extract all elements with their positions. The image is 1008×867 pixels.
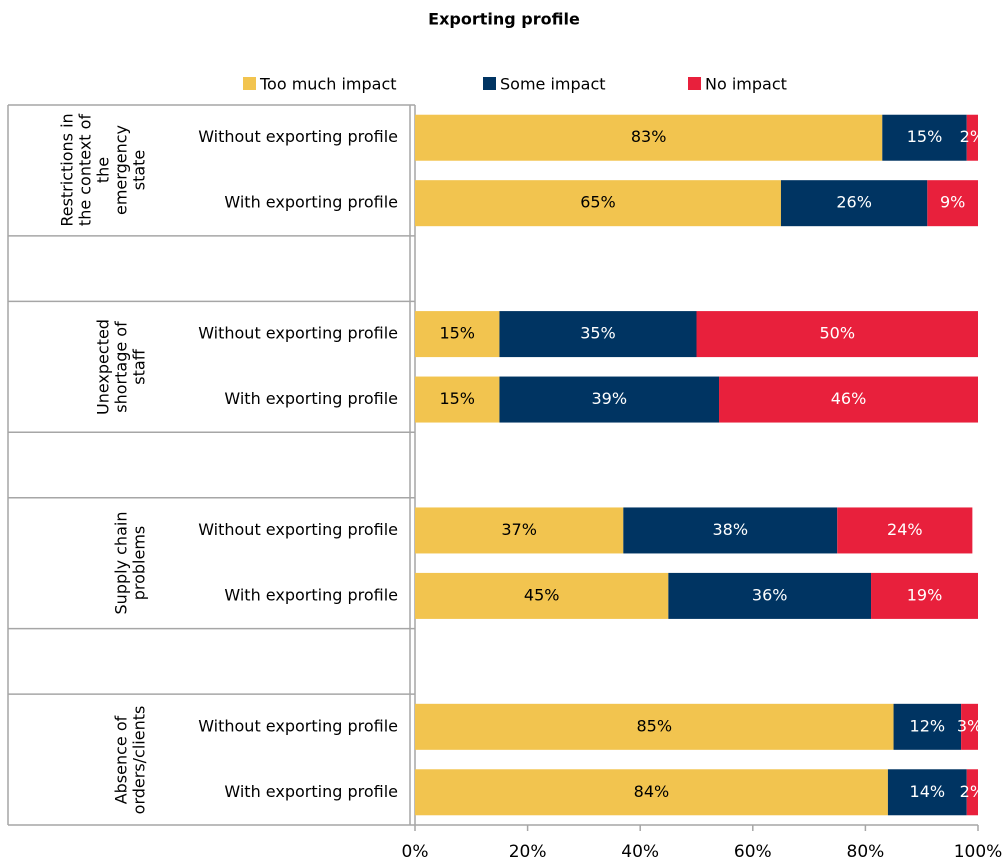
value-label: 12% [910,716,946,735]
x-tick-label: 80% [847,842,885,862]
x-tick-label: 40% [621,842,659,862]
value-label: 36% [752,585,788,604]
group-label-text: Unexpected shortage of staff [92,318,148,415]
bar-segment [415,703,894,750]
y-tick-label: Without exporting profile [198,716,398,735]
value-label: 65% [580,193,616,212]
bar-segment [415,114,883,161]
group-label-text: Restrictions in the context of the emerg… [56,113,148,228]
bar-segment [961,703,978,750]
bar-segment [719,376,978,423]
group-label: Unexpected shortage of staff [12,308,148,425]
y-tick-label: With exporting profile [224,585,398,604]
bar-segment [415,572,669,619]
x-tick-label: 0% [402,842,429,862]
bar-segment [415,180,781,227]
bar-segment [415,769,888,816]
bar-segment [499,376,720,423]
value-label: 24% [887,520,923,539]
bar-segment [415,376,500,423]
bar-segment [966,769,978,816]
bar-segment [780,180,928,227]
value-label: 15% [439,324,475,343]
bar-segment [696,311,978,358]
value-label: 14% [910,782,946,801]
value-label: 37% [501,520,537,539]
value-label: 46% [831,389,867,408]
bar-segment [927,180,978,227]
bar-segment [887,769,967,816]
y-tick-label: Without exporting profile [198,127,398,146]
value-label: 39% [591,389,627,408]
bar-segment [966,114,978,161]
bar-segment [882,114,967,161]
x-tick-label: 100% [954,842,1003,862]
value-label: 26% [836,193,872,212]
value-label: 85% [636,716,672,735]
value-label: 35% [580,324,616,343]
legend-label: No impact [705,75,787,94]
legend-swatch [243,77,256,90]
x-tick-label: 60% [734,842,772,862]
y-tick-label: With exporting profile [224,782,398,801]
value-label: 38% [712,520,748,539]
bar-segment [415,507,624,554]
y-tick-label: With exporting profile [224,389,398,408]
value-label: 2% [960,127,985,146]
value-label: 19% [907,585,943,604]
group-label-text: Absence of orders/clients [110,705,148,814]
bar-segment [871,572,978,619]
bar-segment [668,572,872,619]
group-label: Restrictions in the context of the emerg… [12,112,148,229]
group-label-text: Supply chain problems [110,511,148,615]
legend-swatch [483,77,496,90]
value-label: 15% [907,127,943,146]
value-label: 9% [940,193,965,212]
bar-segment [415,311,500,358]
value-label: 15% [439,389,475,408]
value-label: 50% [819,324,855,343]
value-label: 84% [634,782,670,801]
legend-label: Too much impact [259,75,397,94]
y-tick-label: With exporting profile [224,193,398,212]
value-label: 3% [957,716,982,735]
value-label: 45% [524,585,560,604]
chart-title: Exporting profile [428,10,580,29]
bar-segment [499,311,697,358]
group-label: Supply chain problems [12,505,148,622]
group-label: Absence of orders/clients [12,701,148,818]
bar-segment [623,507,838,554]
legend-swatch [688,77,701,90]
bar-segment [893,703,962,750]
legend-label: Some impact [500,75,606,94]
y-tick-label: Without exporting profile [198,324,398,343]
value-label: 83% [631,127,667,146]
bar-segment [837,507,973,554]
x-tick-label: 20% [509,842,547,862]
value-label: 2% [960,782,985,801]
y-tick-label: Without exporting profile [198,520,398,539]
